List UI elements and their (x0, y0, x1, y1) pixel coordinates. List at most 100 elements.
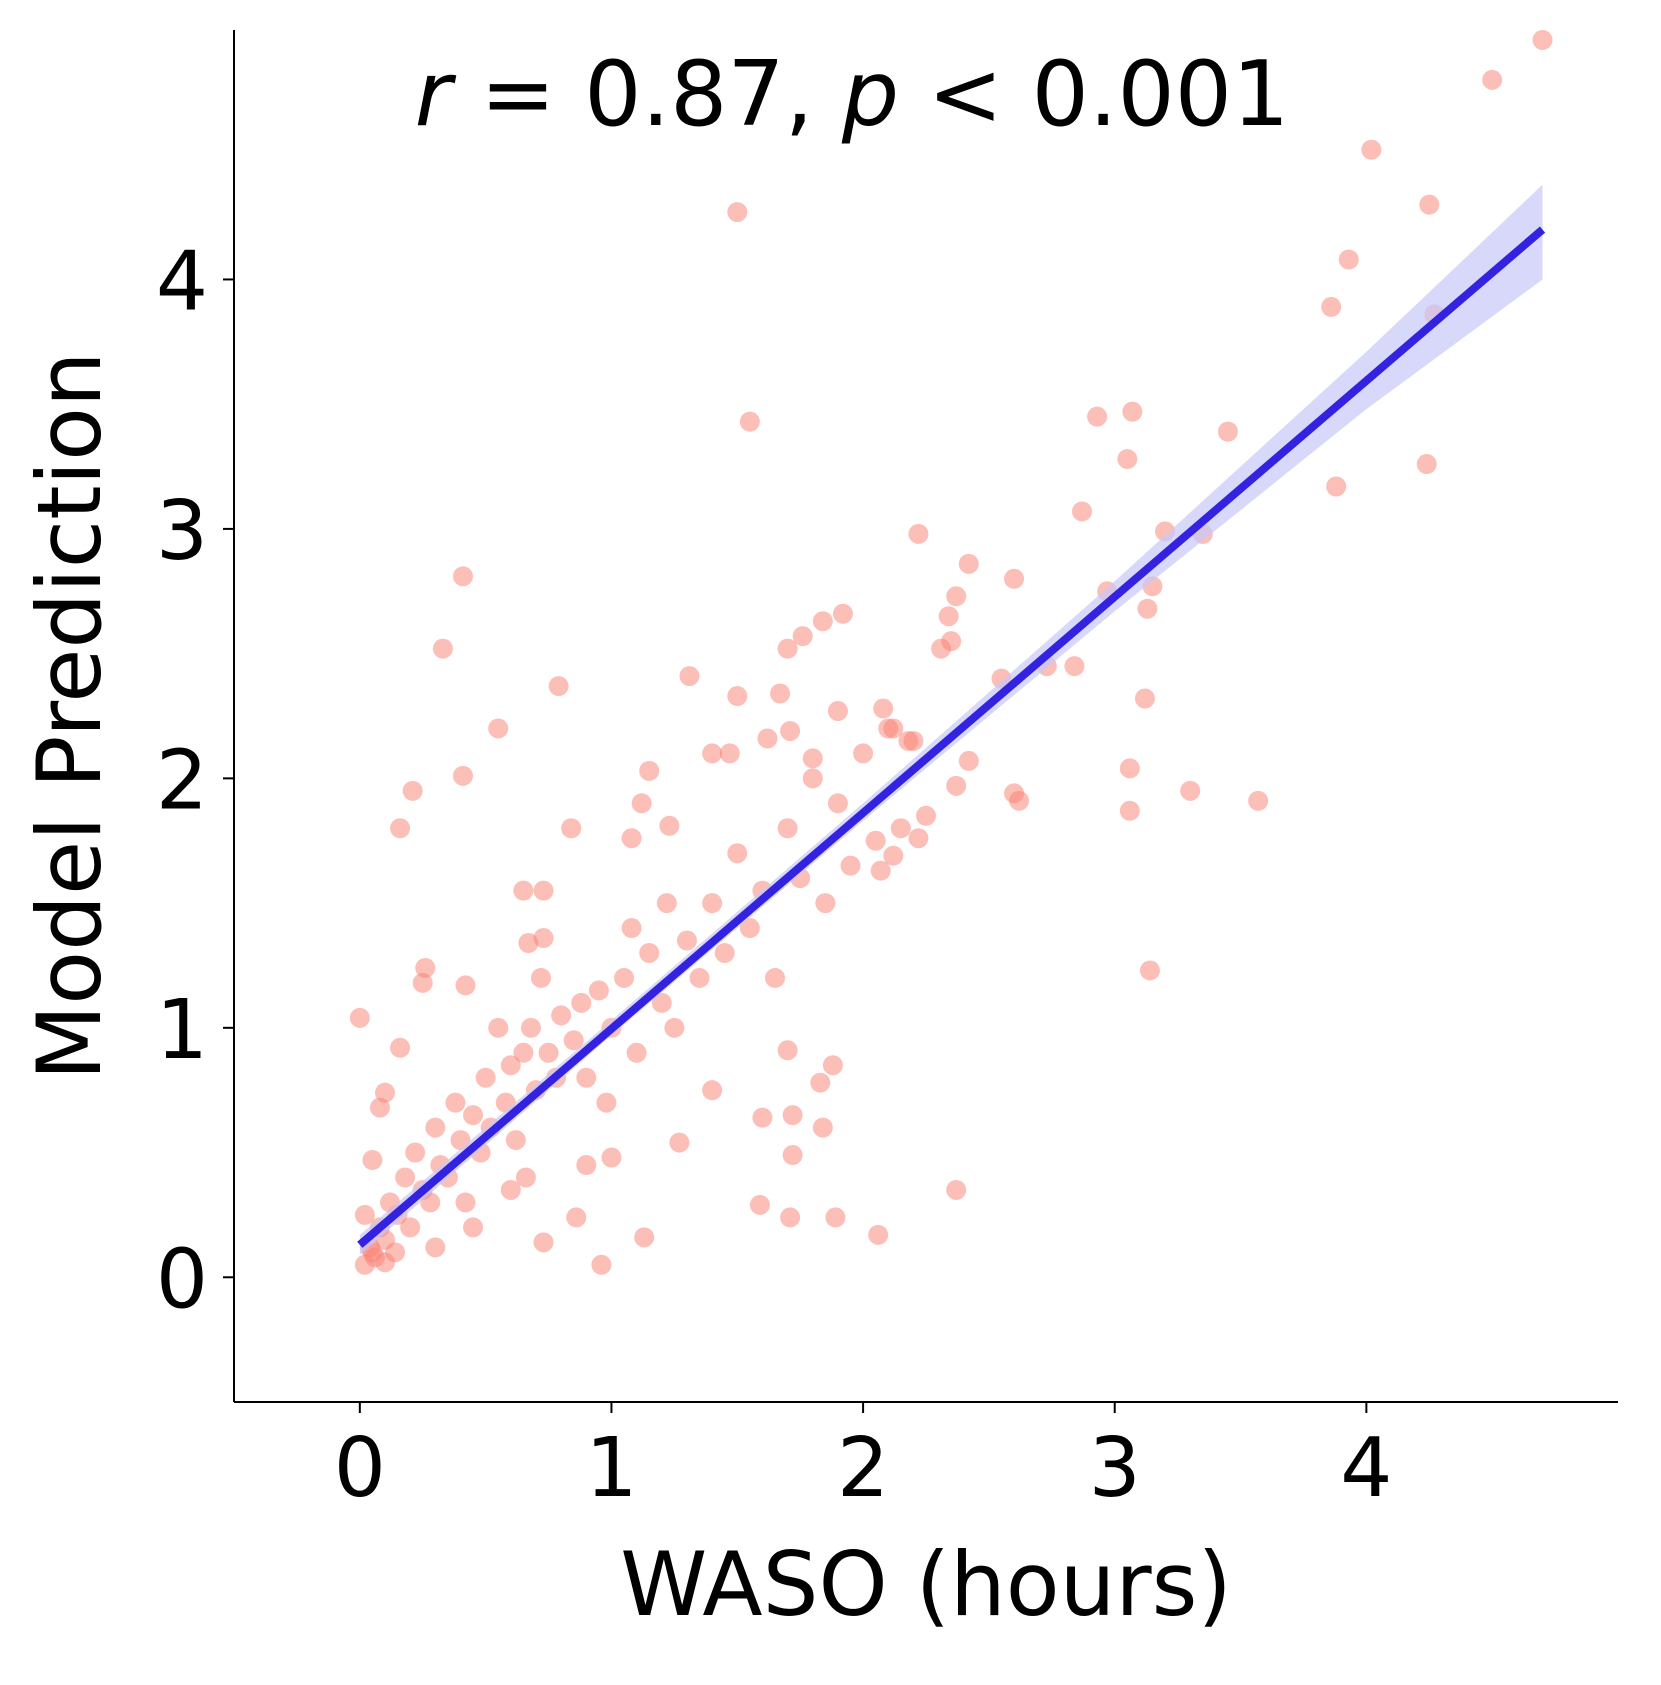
point (1416, 454, 1437, 475)
point (425, 1237, 446, 1258)
point (883, 718, 904, 739)
point (802, 768, 823, 789)
point (1139, 960, 1160, 981)
point (827, 793, 848, 814)
annotation-part: p (841, 42, 899, 147)
annotation-part: = 0.87, (452, 42, 842, 147)
point (634, 1227, 655, 1248)
point (782, 1145, 803, 1166)
point (639, 942, 660, 963)
point (757, 728, 778, 749)
point (873, 698, 894, 719)
point (958, 750, 979, 771)
point (898, 730, 919, 751)
point (596, 1092, 617, 1113)
point (1361, 139, 1382, 160)
point (1532, 29, 1553, 50)
point (488, 1017, 509, 1038)
point (770, 683, 791, 704)
point (1321, 296, 1342, 317)
point (1009, 790, 1030, 811)
point (1338, 249, 1359, 270)
point (354, 1204, 375, 1225)
point (530, 967, 551, 988)
point (520, 1017, 541, 1038)
point (1087, 406, 1108, 427)
point (455, 975, 476, 996)
point (538, 1042, 559, 1063)
point (614, 967, 635, 988)
point (782, 1105, 803, 1126)
point (601, 1147, 622, 1168)
point (563, 1030, 584, 1051)
point (1004, 568, 1025, 589)
point (802, 748, 823, 769)
point (676, 930, 697, 951)
point (463, 1217, 484, 1238)
point (455, 1192, 476, 1213)
point (868, 1224, 889, 1245)
point (515, 1167, 536, 1188)
point (588, 980, 609, 1001)
point (505, 1130, 526, 1151)
y-tick-label: 4 (156, 234, 208, 329)
point (362, 1150, 383, 1171)
point (518, 933, 539, 954)
y-tick-label: 3 (156, 484, 208, 579)
point (765, 967, 786, 988)
point (412, 972, 433, 993)
point (452, 765, 473, 786)
point (749, 1194, 770, 1215)
point (931, 638, 952, 659)
point (1064, 656, 1085, 677)
annotation-part: < 0.001 (899, 42, 1289, 147)
point (825, 1207, 846, 1228)
point (425, 1117, 446, 1138)
point (445, 1092, 466, 1113)
point (689, 967, 710, 988)
point (870, 860, 891, 881)
point (639, 760, 660, 781)
y-tick-label: 0 (156, 1232, 208, 1327)
point (777, 1040, 798, 1061)
point (916, 805, 936, 826)
point (561, 818, 582, 839)
point (566, 1207, 587, 1228)
point (815, 893, 836, 914)
point (488, 718, 509, 739)
point (500, 1179, 521, 1200)
point (679, 666, 700, 687)
point (374, 1082, 395, 1103)
point (827, 701, 848, 722)
point (840, 855, 861, 876)
point (349, 1007, 370, 1028)
point (1119, 758, 1140, 779)
point (500, 1055, 521, 1076)
point (664, 1017, 685, 1038)
point (908, 523, 929, 544)
point (395, 1167, 416, 1188)
point (432, 638, 453, 659)
point (576, 1067, 597, 1088)
point (890, 818, 911, 839)
point (938, 606, 959, 627)
point (752, 1107, 773, 1128)
point (714, 942, 735, 963)
point (651, 992, 672, 1013)
point (1419, 194, 1440, 215)
point (571, 992, 592, 1013)
point (739, 918, 760, 939)
point (533, 928, 554, 949)
point (1072, 501, 1093, 522)
point (727, 202, 748, 223)
x-tick-label: 2 (837, 1421, 889, 1516)
point (631, 793, 652, 814)
point (727, 686, 748, 707)
point (702, 893, 723, 914)
point (621, 828, 642, 849)
x-tick-label: 3 (1089, 1421, 1141, 1516)
point (865, 830, 886, 851)
point (576, 1155, 597, 1176)
